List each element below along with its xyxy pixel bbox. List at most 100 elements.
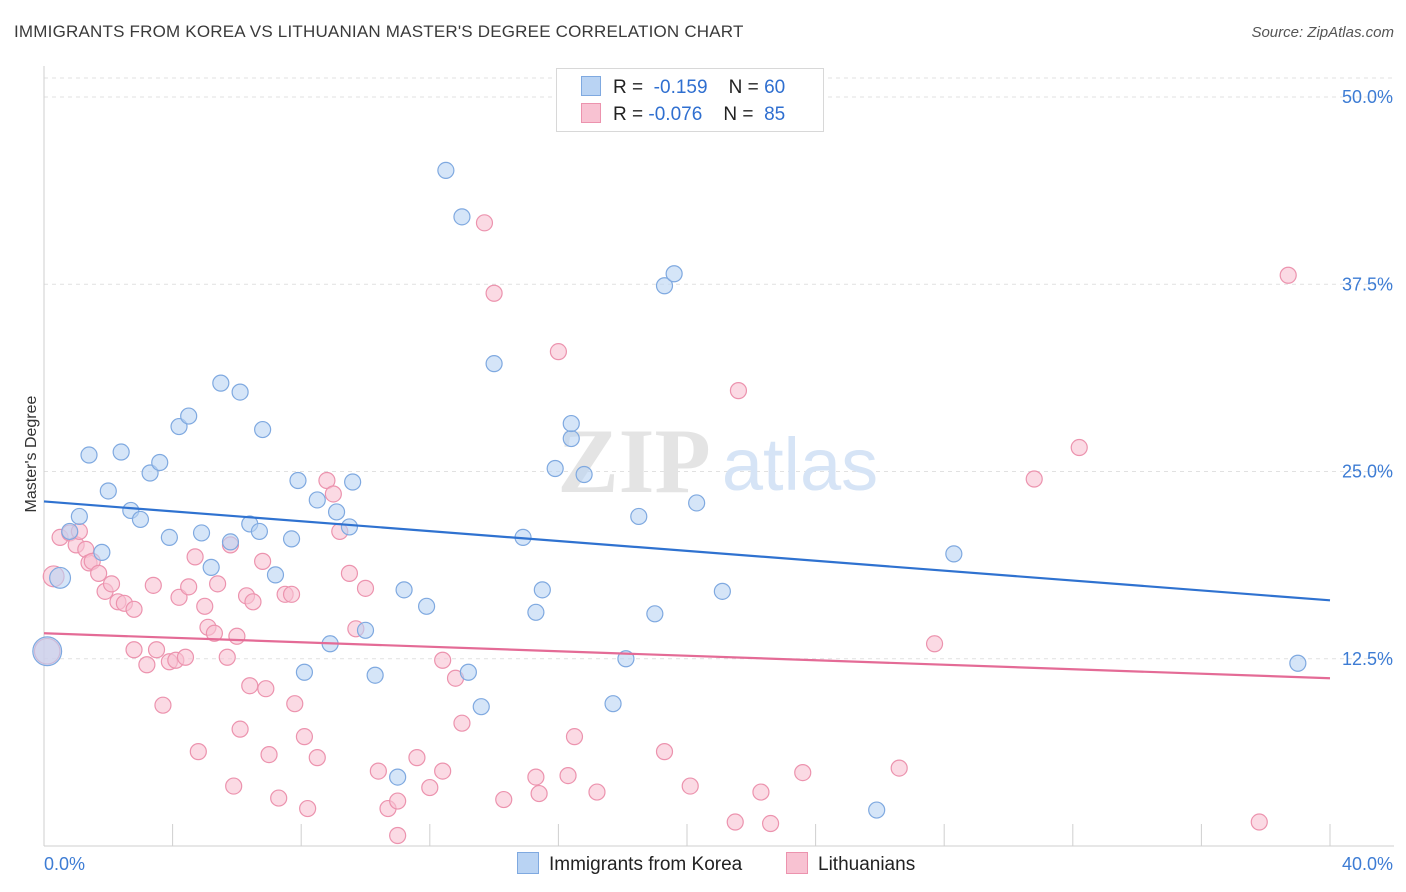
korea-point — [192, 524, 211, 542]
lithuanians-point — [257, 680, 275, 698]
korea-point — [308, 491, 326, 509]
korea-point — [868, 801, 886, 819]
lithuanians-point — [295, 728, 314, 746]
legend-item-lithuanians: Lithuanians — [786, 852, 915, 876]
korea-point — [366, 666, 384, 684]
legend-swatch-blue — [581, 76, 601, 96]
korea-point — [604, 695, 622, 713]
lithuanians-point — [241, 677, 259, 695]
legend-r-label: R = — [613, 104, 644, 125]
y-tick-label-3: 50.0% — [1342, 87, 1393, 107]
korea-point — [99, 482, 117, 500]
korea-point — [160, 528, 178, 547]
lithuanians-point — [1250, 813, 1268, 831]
korea-point — [151, 453, 169, 472]
legend-item-korea: Immigrants from Korea — [517, 852, 742, 876]
korea-point — [472, 698, 490, 716]
correlation-legend: R = -0.159 N = 60 R = -0.076 N = 85 — [556, 68, 824, 132]
legend-r-label: R = — [613, 77, 644, 98]
lithuanians-point — [485, 284, 503, 302]
lithuanians-point — [1070, 438, 1088, 457]
legend-row-lithuanians: R = -0.076 N = 85 — [581, 103, 785, 126]
korea-point — [180, 407, 198, 425]
korea-point — [389, 768, 407, 786]
lithuanians-point — [180, 578, 198, 596]
korea-point — [562, 429, 580, 448]
legend-n-label: N = — [728, 77, 759, 98]
chart-title: IMMIGRANTS FROM KOREA VS LITHUANIAN MAST… — [14, 22, 744, 41]
korea-point — [417, 597, 436, 615]
lithuanians-point — [218, 648, 236, 666]
legend-n-label: N = — [723, 104, 754, 125]
korea-point — [575, 465, 593, 484]
korea-point — [295, 663, 314, 681]
korea-point — [562, 414, 580, 433]
lithuanians-point — [196, 597, 214, 615]
lithuanians-point — [794, 763, 812, 782]
lithuanians-point — [527, 768, 545, 786]
x-tick-label-max: 40.0% — [1342, 854, 1393, 874]
korea-point — [254, 420, 272, 439]
lithuanians-point — [244, 593, 262, 611]
lithuanians-point — [761, 814, 780, 833]
lithuanians-point — [282, 585, 301, 603]
korea-point — [533, 581, 551, 599]
legend-label-lithuanians: Lithuanians — [818, 854, 916, 875]
watermark-atlas: atlas — [722, 423, 878, 506]
tick-labels: 12.5% 25.0% 37.5% 50.0% 0.0% 40.0% — [44, 87, 1393, 874]
lithuanians-point — [340, 564, 359, 582]
x-tick-label-min: 0.0% — [44, 854, 85, 874]
legend-swatch-blue — [517, 852, 539, 874]
korea-point — [1289, 654, 1307, 672]
korea-point — [282, 530, 301, 548]
lithuanians-point — [144, 576, 162, 594]
korea-point — [289, 471, 307, 490]
lithuanians-point — [356, 579, 375, 597]
korea-point — [453, 208, 471, 226]
watermark-zip: ZIP — [557, 410, 710, 512]
lithuanians-point — [559, 766, 577, 785]
lithuanians-point — [90, 564, 108, 582]
korea-point — [70, 507, 88, 526]
lithuanians-point — [209, 575, 227, 593]
legend-n-value: 60 — [764, 77, 786, 98]
korea-point — [93, 543, 111, 561]
korea-point — [688, 494, 706, 512]
korea-point — [655, 277, 674, 295]
korea-point — [546, 459, 564, 478]
korea-point — [80, 446, 98, 464]
lithuanians-point — [225, 777, 243, 795]
lithuanians-point — [254, 552, 272, 570]
lithuanians-point — [260, 746, 278, 764]
korea-point — [459, 663, 477, 681]
lithuanians-point — [434, 762, 452, 780]
legend-label-korea: Immigrants from Korea — [549, 854, 743, 875]
lithuanians-point — [565, 728, 584, 746]
lithuanians-point — [421, 778, 439, 797]
korea-point — [61, 522, 79, 541]
lithuanians-point — [729, 382, 748, 400]
legend-swatch-pink — [581, 103, 601, 123]
korea-point — [202, 558, 220, 576]
lithuanians-point — [286, 695, 304, 713]
korea-point — [485, 355, 503, 373]
lithuanians-point — [138, 656, 156, 674]
lithuanians-point — [186, 548, 204, 566]
lithuanians-point — [890, 759, 908, 777]
legend-r-value: -0.159 — [653, 77, 708, 98]
korea-trend-line — [43, 500, 1331, 602]
korea-points — [32, 161, 1307, 819]
lithuanians-trend-line — [43, 632, 1331, 680]
lithuanians-point — [299, 799, 317, 818]
korea-point — [356, 621, 375, 639]
y-tick-label-1: 25.0% — [1342, 462, 1393, 482]
lithuanians-point — [530, 784, 548, 803]
grid-lines — [44, 77, 1394, 660]
lithuanians-point — [1279, 266, 1297, 284]
korea-point — [112, 443, 130, 461]
lithuanians-point — [655, 743, 674, 761]
lithuanians-point — [369, 762, 387, 780]
lithuanians-point — [270, 789, 288, 807]
lithuanians-point — [588, 783, 606, 801]
